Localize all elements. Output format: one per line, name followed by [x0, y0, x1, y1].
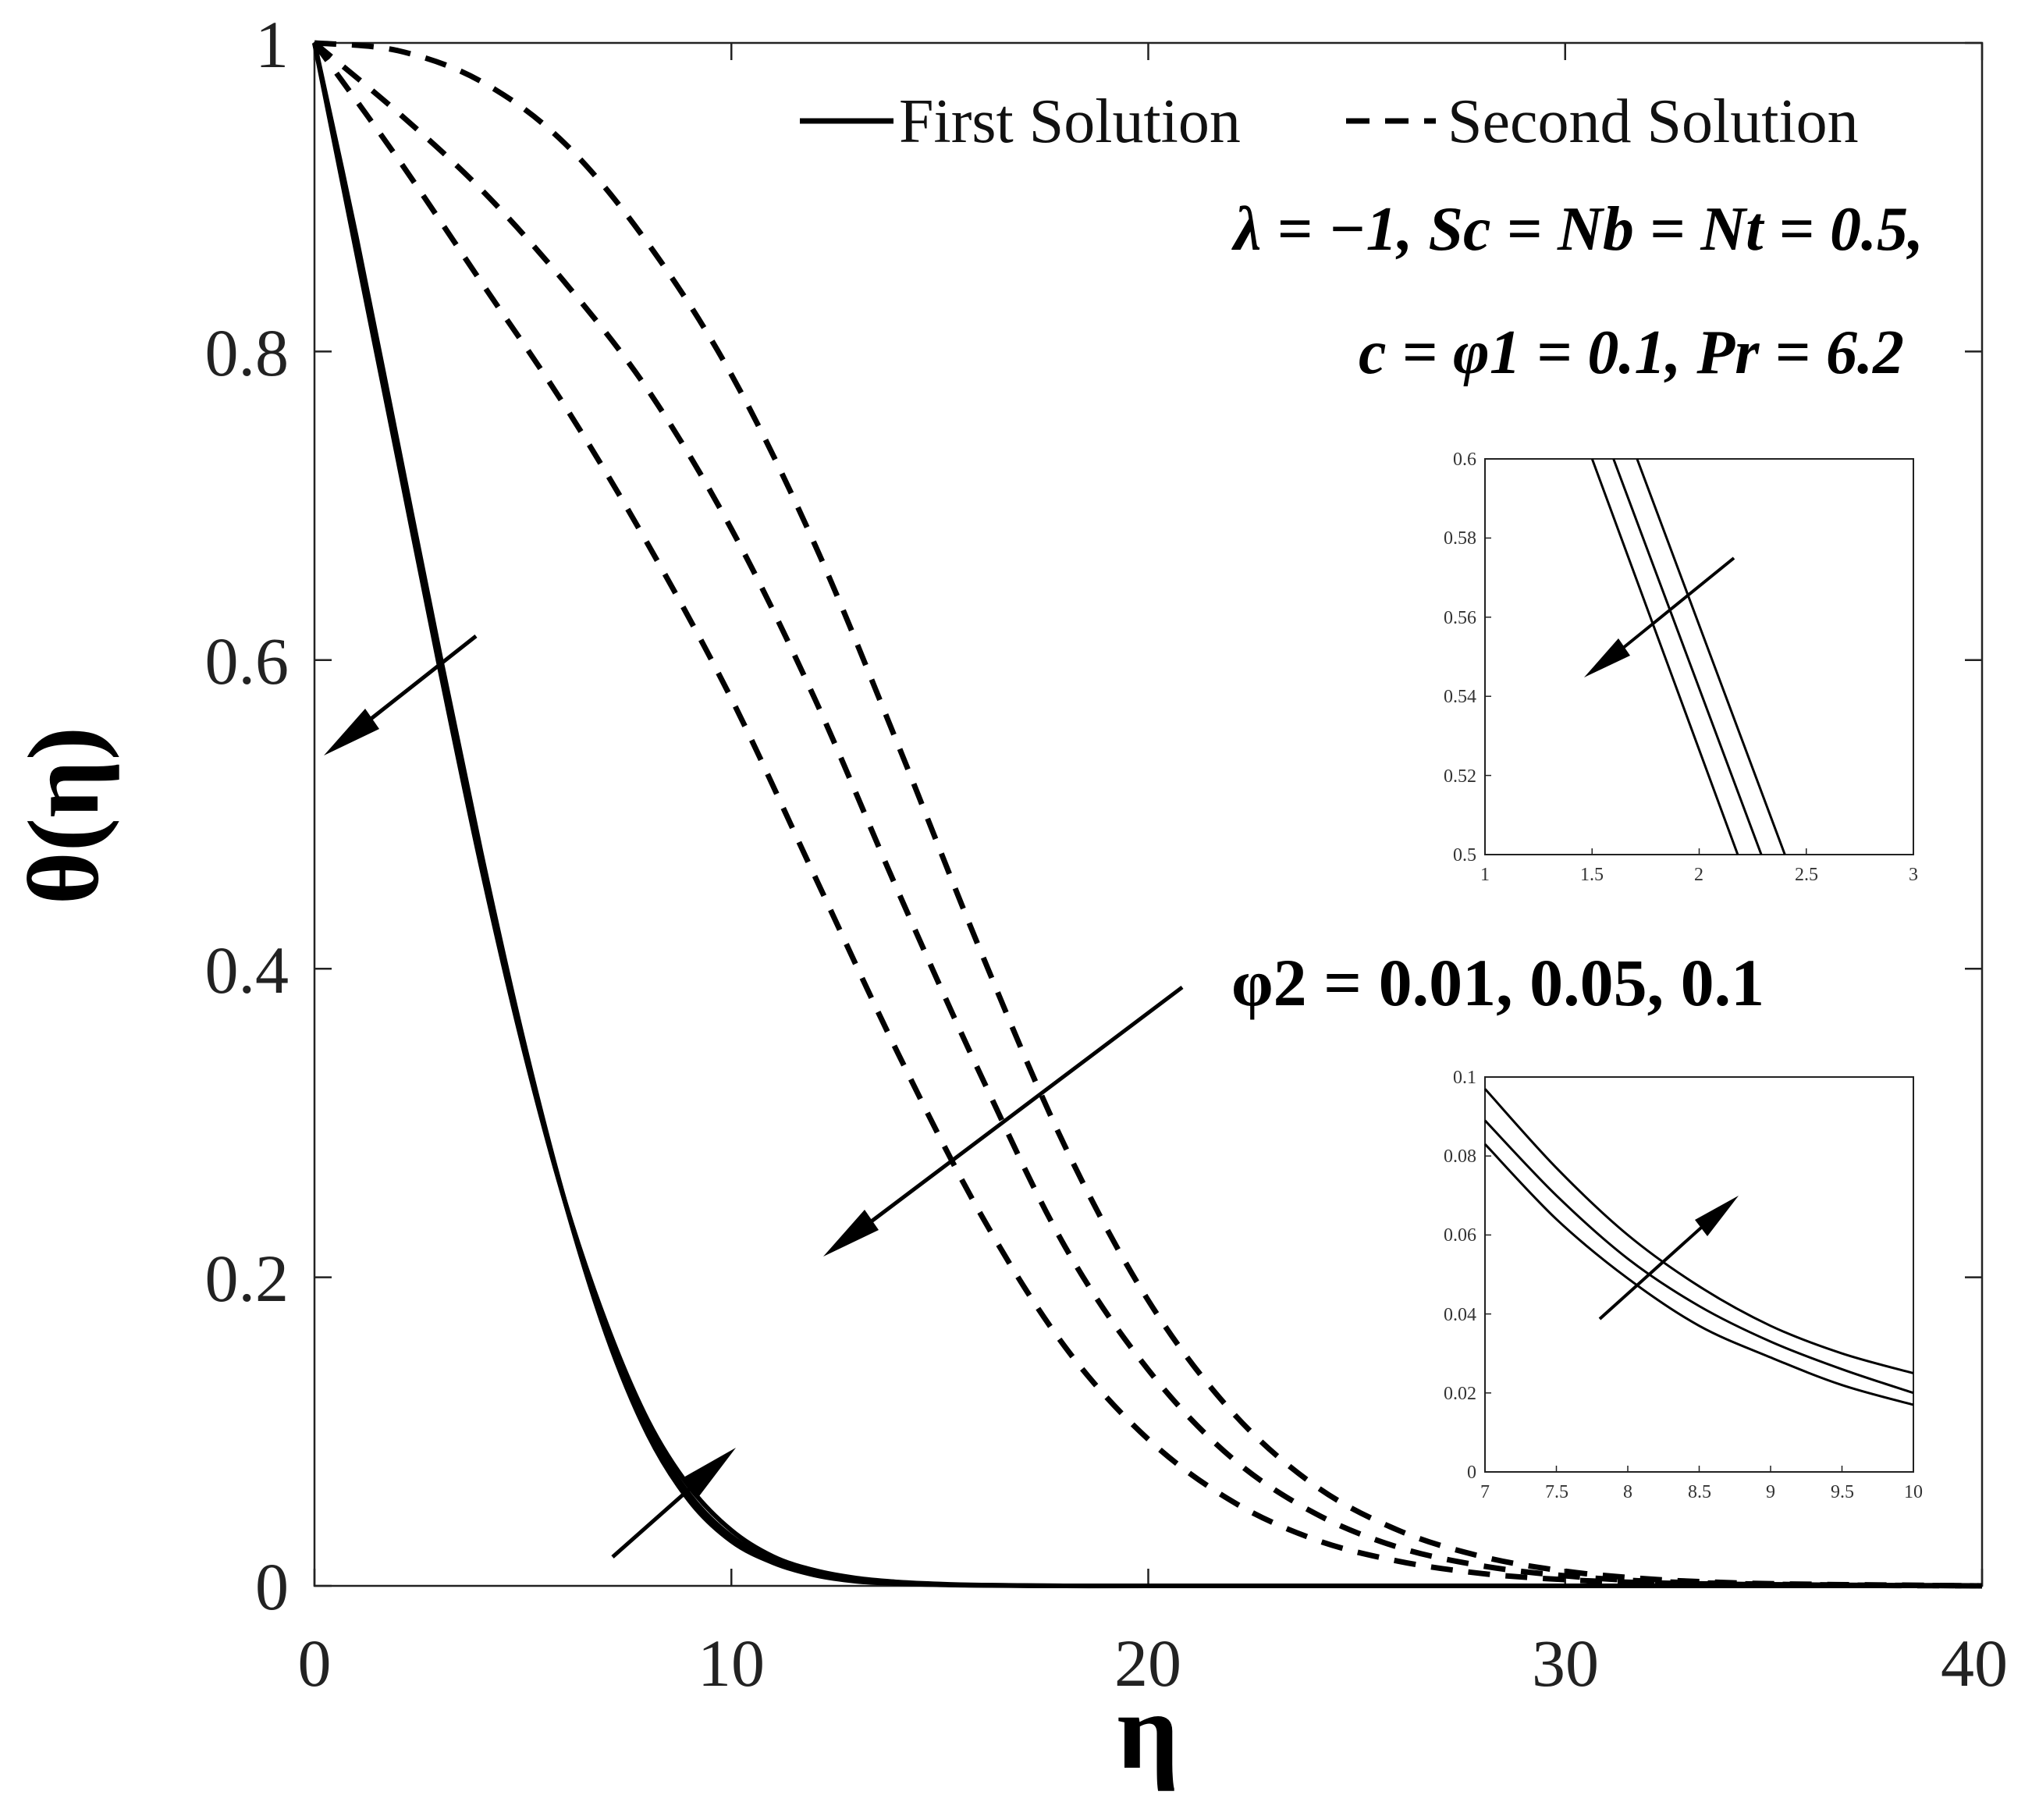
inset-top-ticks — [1484, 458, 1914, 855]
arrows — [324, 635, 1184, 1559]
inset-bottom-ticks — [1484, 1076, 1914, 1473]
inset-y-tick-label: 0.06 — [1444, 1225, 1476, 1246]
legend-label-first-solution: First Solution — [899, 87, 1241, 156]
x-tick-label: 40 — [1941, 1626, 2008, 1701]
inset-top-arrow — [1604, 556, 1735, 663]
inset-x-tick-label: 10 — [1904, 1482, 1923, 1502]
inset-x-tick-label: 1 — [1480, 865, 1490, 885]
inset-bottom-x-ticks: 7 7.5 8 8.5 9 9.5 10 — [1480, 1482, 1923, 1502]
second-solution-line-5 — [314, 40, 1983, 1589]
inset-top-frame — [1484, 458, 1914, 855]
y-tick-label: 1 — [255, 7, 289, 82]
params-line-2: c = φ1 = 0.1, Pr = 6.2 — [1359, 318, 1904, 387]
inset-x-tick-label: 8 — [1623, 1482, 1632, 1502]
inset-top-y-ticks: 0.5 0.52 0.54 0.56 0.58 0.6 — [1444, 450, 1476, 866]
inset-x-tick-label: 8.5 — [1688, 1482, 1711, 1502]
arrow-head — [324, 709, 379, 755]
inset-bottom-series — [1483, 1088, 1914, 1406]
params-line-1: λ = −1, Sc = Nb = Nt = 0.5, — [1231, 195, 1924, 264]
legend: First Solution Second Solution — [800, 87, 1859, 156]
y-tick-label: 0.8 — [205, 315, 290, 390]
inset-line-1 — [1483, 1119, 1914, 1395]
y-tick-label: 0 — [255, 1549, 289, 1624]
inset-y-tick-label: 0.5 — [1453, 845, 1476, 866]
inset-y-tick-label: 0.1 — [1453, 1068, 1476, 1088]
x-axis-title: η — [1117, 1671, 1179, 1792]
arrow-head — [684, 1448, 736, 1496]
inset-bottom-frame — [1484, 1076, 1914, 1473]
inset-top-series — [1590, 458, 1786, 855]
inset-y-tick-label: 0.08 — [1444, 1146, 1476, 1167]
inset-top-x-ticks: 1 1.5 2 2.5 3 — [1480, 865, 1918, 885]
x-tick-label: 30 — [1532, 1626, 1599, 1701]
series-group — [312, 40, 1983, 1589]
inset-y-tick-label: 0.6 — [1453, 450, 1476, 470]
inset-x-tick-label: 2 — [1694, 865, 1703, 885]
y-tick-label: 0.4 — [205, 933, 290, 1008]
second-solution-line-3 — [312, 41, 1983, 1589]
x-tick-label: 20 — [1114, 1626, 1181, 1701]
inset-y-tick-label: 0 — [1467, 1463, 1476, 1483]
arrow-head — [1695, 1196, 1739, 1236]
inset-line-2 — [1636, 458, 1786, 855]
y-tick-labels: 0 0.2 0.4 0.6 0.8 1 — [205, 7, 290, 1624]
y-axis-title: θ(η) — [8, 727, 120, 905]
x-tick-label: 10 — [698, 1626, 765, 1701]
inset-line-2 — [1483, 1088, 1914, 1374]
inset-y-tick-label: 0.52 — [1444, 766, 1476, 787]
y-tick-label: 0.6 — [205, 624, 290, 698]
arrow-head — [1584, 638, 1630, 677]
x-tick-label: 0 — [298, 1626, 332, 1701]
arrow-second — [849, 986, 1184, 1239]
inset-y-tick-label: 0.54 — [1444, 687, 1476, 707]
inset-y-tick-label: 0.58 — [1444, 528, 1476, 549]
inset-y-tick-label: 0.04 — [1444, 1305, 1476, 1325]
inset-x-tick-label: 7.5 — [1545, 1482, 1568, 1502]
inset-line-0 — [1483, 1143, 1914, 1406]
inset-top: 1 1.5 2 2.5 3 0.5 0.52 0.54 0.56 0.58 0.… — [1444, 450, 1918, 885]
inset-bottom-y-ticks: 0 0.02 0.04 0.06 0.08 0.1 — [1444, 1068, 1476, 1483]
inset-x-tick-label: 3 — [1909, 865, 1918, 885]
first-solution-line-2 — [312, 42, 1982, 1589]
inset-line-1 — [1612, 458, 1763, 855]
inset-x-tick-label: 9.5 — [1831, 1482, 1854, 1502]
second-solution-line-4 — [312, 41, 1983, 1589]
inset-x-tick-label: 7 — [1480, 1482, 1490, 1502]
inset-x-tick-label: 9 — [1766, 1482, 1775, 1502]
inset-y-tick-label: 0.02 — [1444, 1384, 1476, 1404]
inset-line-0 — [1590, 458, 1739, 855]
inset-x-tick-label: 1.5 — [1580, 865, 1604, 885]
phi2-label: φ2 = 0.01, 0.05, 0.1 — [1231, 945, 1764, 1020]
legend-label-second-solution: Second Solution — [1448, 87, 1859, 156]
inset-bottom-arrow — [1598, 1212, 1718, 1321]
y-tick-label: 0.2 — [205, 1241, 290, 1316]
x-tick-labels: 0 10 20 30 40 — [298, 1626, 2009, 1701]
arrow-head — [823, 1210, 879, 1257]
inset-y-tick-label: 0.56 — [1444, 608, 1476, 628]
inset-x-tick-label: 2.5 — [1795, 865, 1818, 885]
inset-bottom: 7 7.5 8 8.5 9 9.5 10 0 0.02 0.04 0.06 0.… — [1444, 1068, 1923, 1502]
